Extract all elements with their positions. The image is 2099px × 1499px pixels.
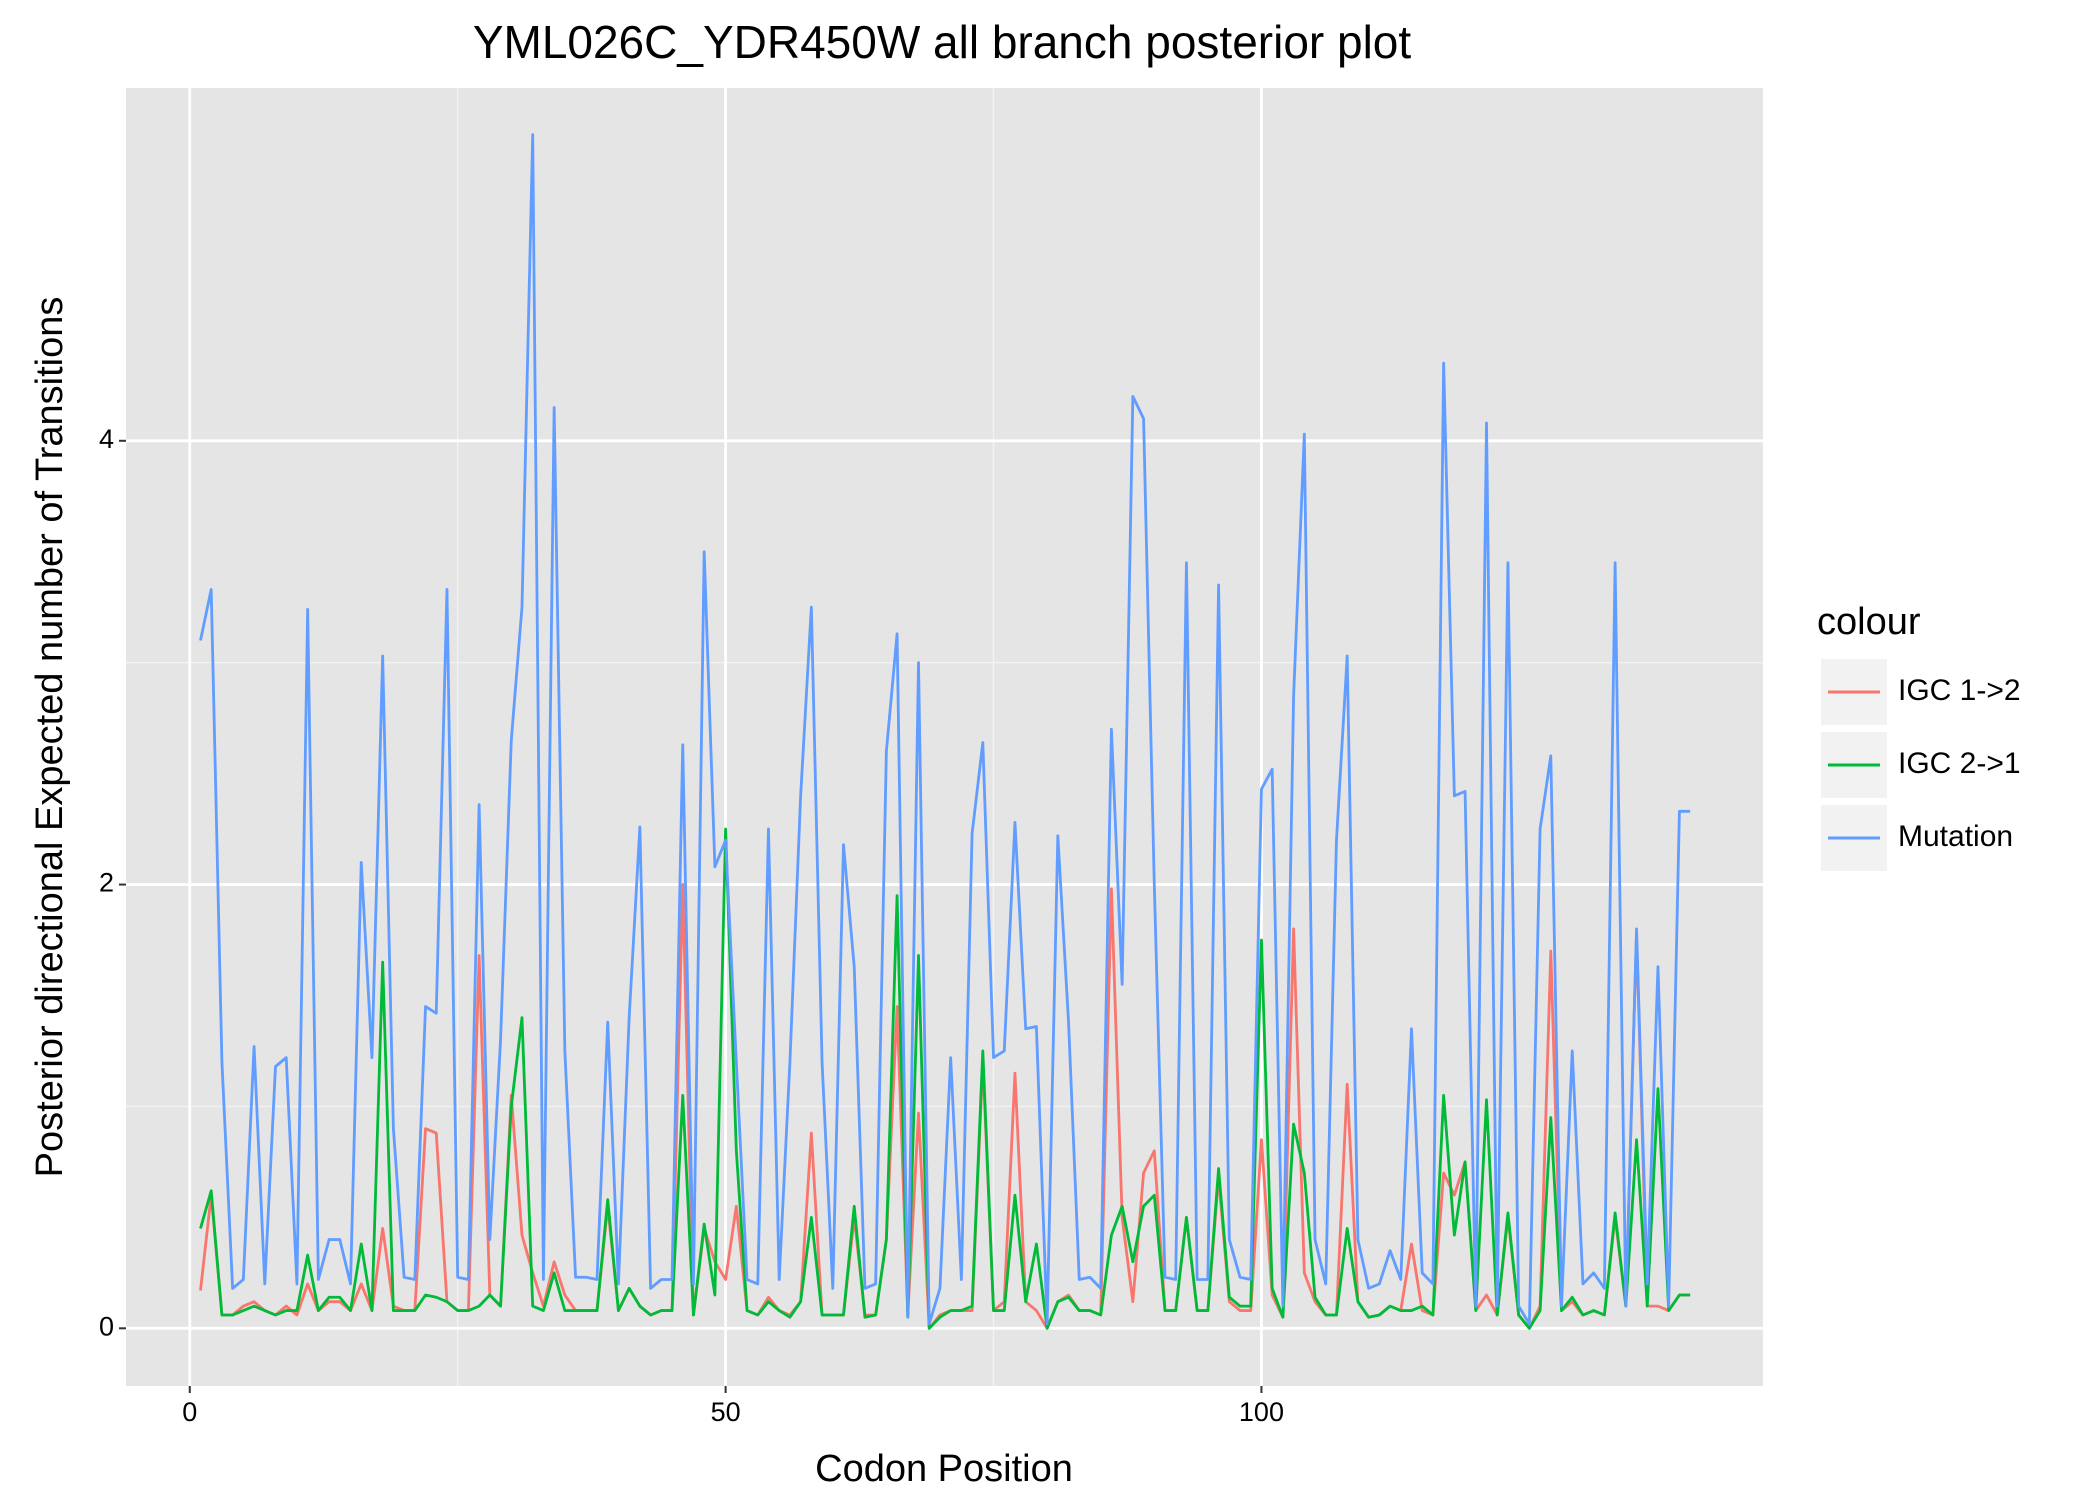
lines [199, 133, 1691, 1330]
x-tick-label: 50 [711, 1397, 741, 1427]
x-axis-title: Codon Position [815, 1448, 1073, 1490]
series-line [199, 827, 1691, 1330]
y-tick-label: 4 [99, 424, 114, 454]
y-axis-title: Posterior directional Expected number of… [29, 297, 71, 1178]
legend-title: colour [1817, 601, 1921, 643]
y-tick-label: 0 [99, 1311, 114, 1341]
x-tick-label: 0 [182, 1397, 197, 1427]
legend-label: IGC 2->1 [1898, 747, 2021, 780]
series-line [199, 133, 1691, 1326]
legend-label: IGC 1->2 [1898, 674, 2021, 707]
grid [126, 88, 1763, 1386]
y-tick-label: 2 [99, 868, 114, 898]
chart-title: YML026C_YDR450W all branch posterior plo… [473, 16, 1412, 68]
x-tick-label: 100 [1239, 1397, 1284, 1427]
legend-label: Mutation [1898, 820, 2013, 853]
